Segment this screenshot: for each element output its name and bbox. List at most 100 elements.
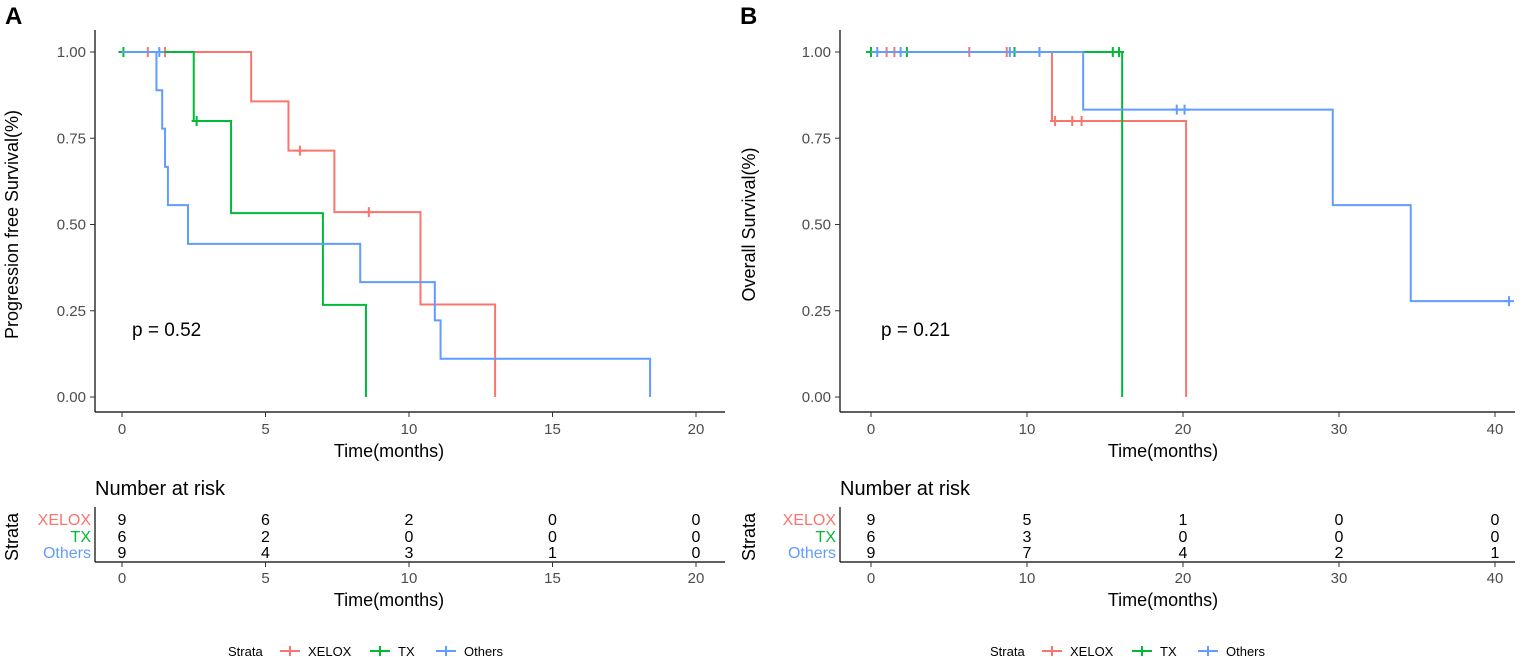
y-tick-label: 0.75	[57, 130, 86, 147]
legend-label: TX	[398, 644, 415, 657]
x-tick-label: 20	[688, 421, 705, 438]
risk-count: 0	[1491, 512, 1500, 529]
p-value: p = 0.52	[132, 320, 201, 341]
risk-x-tick-label: 40	[1487, 570, 1504, 587]
panel-letter: A	[5, 3, 22, 30]
km-curve-others	[122, 51, 652, 397]
censor-mark-others	[154, 47, 165, 57]
x-tick-label: 30	[1331, 421, 1348, 438]
censor-mark-others	[895, 47, 906, 57]
censor-mark-xelox	[363, 207, 374, 218]
risk-count: 6	[118, 529, 127, 546]
y-tick-label: 0.25	[57, 303, 86, 320]
panel-b: B0.000.250.500.751.000 10 20 30 40Time(month…	[739, 3, 1515, 657]
risk-count: 0	[548, 529, 557, 546]
risk-count: 4	[1179, 545, 1188, 562]
risk-strata-name: TX	[816, 529, 837, 546]
legend-label: Others	[464, 644, 504, 657]
risk-x-tick-label: 5	[261, 570, 269, 587]
y-tick-label: 1.00	[802, 44, 831, 61]
x-tick-label: 5	[261, 421, 269, 438]
risk-count: 2	[405, 512, 414, 529]
risk-count: 6	[261, 512, 270, 529]
risk-count: 0	[1335, 512, 1344, 529]
risk-count: 0	[1491, 529, 1500, 546]
censor-mark-others	[1004, 47, 1015, 57]
risk-x-tick-label: 10	[1019, 570, 1036, 587]
risk-count: 2	[1335, 545, 1344, 562]
risk-count: 9	[867, 512, 876, 529]
y-tick-label: 0.50	[802, 217, 831, 234]
x-tick-label: 20	[1175, 421, 1192, 438]
risk-x-tick-label: 0	[118, 570, 126, 587]
x-tick-label: 10	[401, 421, 418, 438]
y-tick-label: 0.00	[57, 389, 86, 406]
km-curve-tx	[871, 51, 1124, 397]
risk-strata-axis-label: Strata	[2, 512, 22, 561]
risk-count: 0	[1335, 529, 1344, 546]
legend-title: Strata	[990, 644, 1025, 657]
km-curve-others	[871, 51, 1510, 303]
risk-x-tick-label: 15	[544, 570, 561, 587]
y-tick-label: 0.25	[802, 303, 831, 320]
y-tick-label: 0.75	[802, 130, 831, 147]
censor-mark-tx	[1114, 47, 1125, 57]
censor-mark-xelox	[294, 145, 305, 156]
risk-count: 0	[1179, 529, 1188, 546]
risk-count: 3	[1023, 529, 1032, 546]
x-tick-label: 0	[118, 421, 126, 438]
risk-count: 0	[548, 512, 557, 529]
censor-mark-others	[872, 47, 883, 57]
risk-count: 7	[1023, 545, 1032, 562]
x-tick-label: 10	[1019, 421, 1036, 438]
risk-count: 1	[1491, 545, 1500, 562]
risk-count: 1	[1179, 512, 1188, 529]
legend-label: XELOX	[1070, 644, 1114, 657]
legend-label: XELOX	[308, 644, 352, 657]
y-axis-title: Progression free Survival(%)	[2, 110, 22, 339]
legend-label: Others	[1226, 644, 1266, 657]
risk-strata-axis-label: Strata	[739, 512, 759, 561]
legend-title: Strata	[228, 644, 263, 657]
y-axis-title: Overall Survival(%)	[739, 147, 759, 301]
risk-count: 3	[405, 545, 414, 562]
risk-count: 0	[692, 529, 701, 546]
risk-count: 9	[118, 545, 127, 562]
x-tick-label: 40	[1487, 421, 1504, 438]
risk-count: 2	[261, 529, 270, 546]
x-axis-title: Time(months)	[1108, 441, 1218, 461]
risk-count: 9	[118, 512, 127, 529]
risk-x-tick-label: 20	[688, 570, 705, 587]
x-tick-label: 0	[867, 421, 875, 438]
risk-x-tick-label: 30	[1331, 570, 1348, 587]
risk-count: 9	[867, 545, 876, 562]
x-axis-title: Time(months)	[334, 441, 444, 461]
risk-count: 1	[548, 545, 557, 562]
risk-table-title: Number at risk	[840, 478, 971, 500]
panel-letter: B	[740, 3, 757, 30]
km-curve-xelox	[122, 51, 497, 397]
km-curve-xelox	[871, 51, 1188, 397]
risk-strata-name: Others	[43, 545, 91, 562]
censor-mark-others	[1034, 47, 1045, 57]
risk-strata-name: Others	[788, 545, 836, 562]
censor-mark-xelox	[1076, 116, 1087, 126]
y-tick-label: 0.50	[57, 217, 86, 234]
censor-mark-xelox	[1050, 116, 1061, 126]
y-tick-label: 0.00	[802, 389, 831, 406]
risk-x-axis-title: Time(months)	[1108, 590, 1218, 610]
risk-count: 0	[692, 545, 701, 562]
risk-x-tick-label: 20	[1175, 570, 1192, 587]
censor-mark-tx	[191, 116, 202, 126]
censor-mark-xelox	[1067, 116, 1078, 126]
risk-strata-name: XELOX	[783, 512, 837, 529]
risk-strata-name: TX	[71, 529, 92, 546]
panel-a: A0.000.250.500.751.000 5 10 15 20Time(months…	[2, 3, 725, 657]
risk-x-axis-title: Time(months)	[334, 590, 444, 610]
risk-count: 0	[692, 512, 701, 529]
risk-count: 0	[405, 529, 414, 546]
legend-label: TX	[1160, 644, 1177, 657]
risk-strata-name: XELOX	[38, 512, 92, 529]
risk-x-tick-label: 0	[867, 570, 875, 587]
